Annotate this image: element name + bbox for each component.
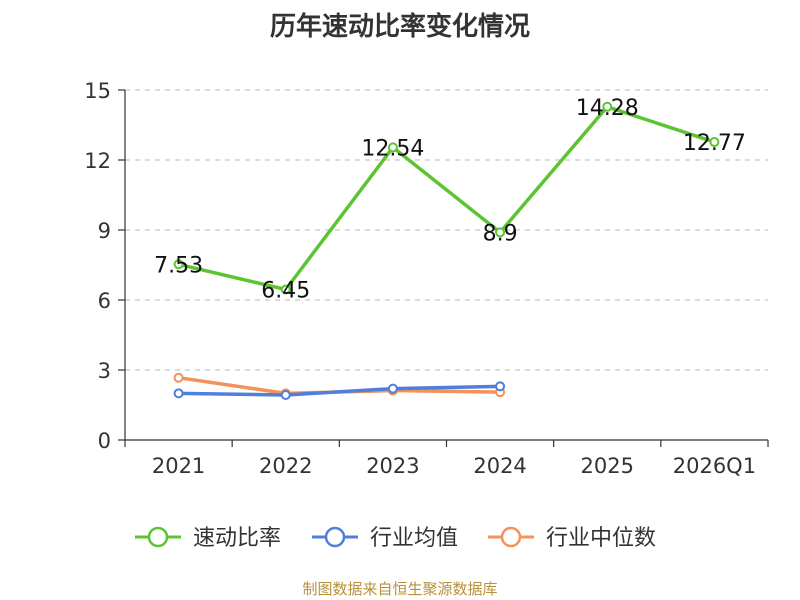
source-note: 制图数据来自恒生聚源数据库 — [302, 580, 498, 598]
x-tick-label: 2025 — [581, 454, 634, 478]
data-point — [387, 383, 398, 394]
y-tick-label: 6 — [98, 289, 111, 313]
y-tick-label: 9 — [98, 219, 111, 243]
data-label: 7.53 — [154, 253, 203, 278]
legend: 速动比率 行业均值 行业中位数 — [135, 526, 656, 551]
x-tick-label: 2021 — [152, 454, 205, 478]
legend-item: 行业中位数 — [488, 526, 656, 551]
legend-label: 行业中位数 — [546, 526, 656, 551]
data-label: 12.77 — [683, 131, 746, 156]
data-point — [173, 259, 184, 270]
series-line-0 — [178, 105, 715, 292]
data-label: 6.45 — [261, 279, 310, 304]
data-labels: 7.53 6.45 12.54 8.9 14.28 12.77 — [154, 96, 746, 304]
legend-item: 速动比率 — [135, 526, 281, 551]
grid-lines — [125, 89, 768, 371]
data-label: 12.54 — [361, 136, 424, 161]
data-point — [173, 372, 184, 383]
data-point — [602, 101, 613, 112]
series-line-1 — [178, 384, 501, 397]
legend-label: 行业均值 — [370, 526, 458, 551]
y-tick-label: 15 — [84, 79, 111, 103]
data-point — [709, 137, 720, 148]
data-point — [387, 142, 398, 153]
legend-marker — [324, 526, 346, 548]
data-label: 14.28 — [576, 96, 639, 121]
series-points — [173, 101, 720, 400]
legend-marker — [147, 526, 169, 548]
x-tick-label: 2022 — [259, 454, 312, 478]
legend-item: 行业均值 — [312, 526, 458, 551]
series-lines — [178, 105, 715, 397]
legend-label: 速动比率 — [193, 526, 281, 551]
x-tick-label: 2023 — [366, 454, 419, 478]
data-point — [173, 388, 184, 399]
axes: 0 3 6 9 12 15 2021 2022 2023 2024 2025 2026Q1 — [84, 79, 769, 478]
y-tick-label: 0 — [98, 429, 111, 453]
legend-marker — [500, 526, 522, 548]
data-point — [495, 227, 506, 238]
data-point — [280, 389, 291, 400]
data-point — [280, 284, 291, 295]
data-point — [495, 381, 506, 392]
y-tick-label: 12 — [84, 149, 111, 173]
x-tick-label: 2024 — [473, 454, 526, 478]
data-label: 8.9 — [483, 221, 518, 246]
chart-title: 历年速动比率变化情况 — [269, 12, 530, 42]
y-tick-label: 3 — [98, 359, 111, 383]
x-tick-label: 2026Q1 — [673, 454, 756, 478]
